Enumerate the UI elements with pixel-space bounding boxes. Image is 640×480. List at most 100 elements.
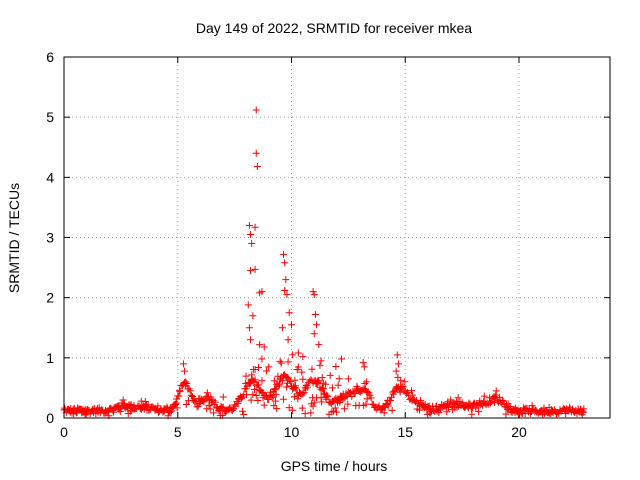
data-point [388,393,396,401]
data-point [332,363,340,371]
data-point [276,380,284,388]
data-point [286,378,294,386]
data-point [398,383,406,391]
data-point [278,324,286,332]
data-point [454,394,462,402]
data-point [258,377,266,385]
data-point [262,367,270,375]
x-tick-label: 10 [284,424,300,440]
data-point [247,230,255,238]
data-point [294,363,302,371]
data-point [252,106,260,114]
data-point [176,388,184,396]
data-point [353,382,361,390]
data-point [278,377,286,385]
data-point [392,367,400,375]
data-point [254,397,262,405]
data-point [251,265,259,273]
data-point [326,371,334,379]
data-point [307,409,315,417]
data-point [243,391,251,399]
data-point [388,406,396,414]
data-point [313,321,321,329]
data-point [228,407,236,415]
data-point [324,393,332,401]
data-point [260,343,268,351]
data-point [334,381,342,389]
data-point [335,375,343,383]
data-point [303,383,311,391]
data-point [247,396,255,404]
data-point [356,388,364,396]
data-point [245,324,253,332]
data-point [234,399,242,407]
data-point [362,400,370,408]
data-point [323,391,331,399]
data-point [496,393,504,401]
data-point [211,398,219,406]
data-point [397,377,405,385]
data-point [283,291,291,299]
data-point [409,391,417,399]
data-point [206,405,214,413]
data-point [260,401,268,409]
data-point [294,395,302,403]
data-point [363,378,371,386]
data-point [256,341,264,349]
data-point [311,311,319,319]
data-point [251,223,259,231]
data-point [166,408,174,416]
data-point [255,381,263,389]
data-point [239,407,247,415]
data-point [249,391,257,399]
data-point [502,410,510,418]
grid-lines [64,57,610,418]
data-point [453,403,461,411]
data-point [499,396,507,404]
data-point [315,341,323,349]
x-tick-label: 0 [60,424,68,440]
x-tick-label: 15 [397,424,413,440]
data-point [244,301,252,309]
data-point [137,397,145,405]
axis-ticks [63,56,610,419]
data-point [200,398,208,406]
data-point [292,385,300,393]
data-point [330,407,338,415]
data-point [328,384,336,392]
data-point [248,240,256,248]
data-point [61,404,69,412]
data-point [281,286,289,294]
data-point [528,402,536,410]
data-point [309,402,317,410]
data-point [187,391,195,399]
data-point [127,400,135,408]
data-point [285,309,293,317]
data-point [332,408,340,416]
data-point [240,411,248,419]
y-tick-label: 1 [46,350,54,366]
data-point [291,376,299,384]
data-point [393,351,401,359]
data-point [291,384,299,392]
data-point [322,380,330,388]
data-point [320,390,328,398]
data-point [361,380,369,388]
data-point [247,267,255,275]
data-point [277,359,285,367]
data-point [172,399,180,407]
data-point [242,372,250,380]
data-point [102,406,110,414]
data-point [308,365,316,373]
data-point [394,373,402,381]
data-point [284,358,292,366]
data-point [318,398,326,406]
data-point [492,387,500,395]
data-point [284,379,292,387]
data-point [336,398,344,406]
data-point [299,390,307,398]
data-point [247,336,255,344]
data-point [408,387,416,395]
data-point [281,259,289,267]
